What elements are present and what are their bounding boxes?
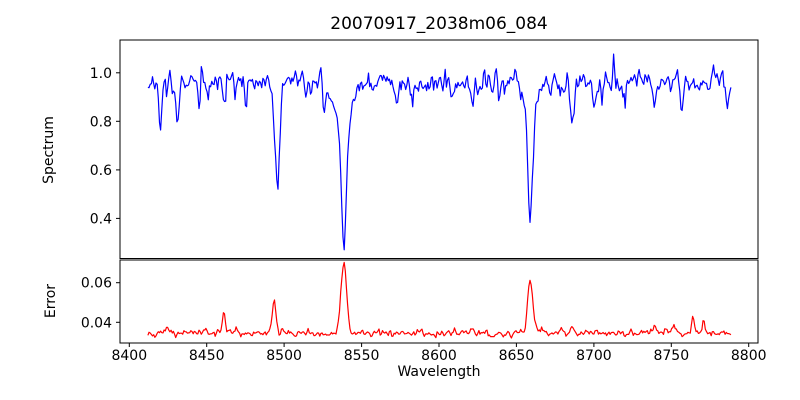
- y-axis-tick-label: 0.6: [90, 163, 112, 179]
- spectrum-y-axis-label: Spectrum: [41, 116, 57, 184]
- spectrum-panel-border: [119, 39, 759, 259]
- y-axis-tick-label: 0.06: [81, 276, 112, 292]
- x-axis-tick-label: 8600: [421, 348, 457, 364]
- x-axis-tick-label: 8700: [576, 348, 612, 364]
- error-y-axis-label: Error: [43, 283, 59, 319]
- error-panel-border: [119, 259, 759, 344]
- x-axis-tick-label: 8400: [111, 348, 147, 364]
- error-line: [147, 261, 732, 339]
- x-axis-tick-label: 8500: [266, 348, 302, 364]
- x-axis-tick-label: 8450: [189, 348, 225, 364]
- spectrum-line: [147, 53, 732, 251]
- x-axis-tick-label: 8750: [653, 348, 689, 364]
- x-axis-label: Wavelength: [397, 364, 481, 380]
- x-axis-tick-label: 8650: [499, 348, 535, 364]
- x-axis-tick-label: 8550: [344, 348, 380, 364]
- figure-title: 20070917_2038m06_084: [330, 14, 548, 34]
- x-axis-tick-label: 8800: [731, 348, 767, 364]
- y-axis-tick-label: 1.0: [90, 66, 112, 82]
- y-axis-tick-label: 0.4: [90, 211, 112, 227]
- y-axis-tick-label: 0.04: [81, 315, 112, 331]
- y-axis-tick-label: 0.8: [90, 114, 112, 130]
